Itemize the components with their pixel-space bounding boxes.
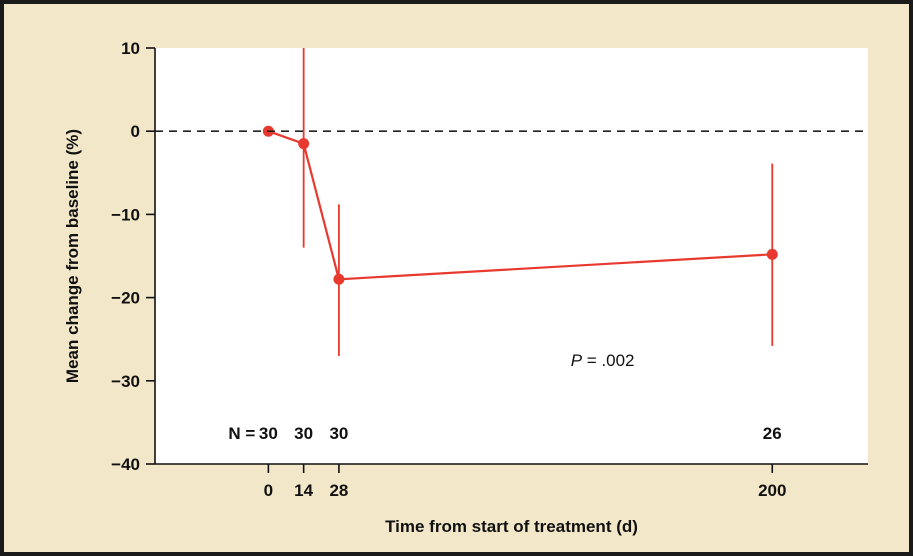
y-tick-label: −20 (111, 289, 140, 308)
data-points (262, 125, 778, 285)
x-axis-title: Time from start of treatment (d) (385, 517, 638, 536)
x-tick-label: 14 (294, 481, 313, 500)
p-rest: = .002 (582, 351, 634, 370)
n-value: 30 (259, 424, 278, 443)
y-tick-label: −30 (111, 372, 140, 391)
p-value-annotation: P = .002 (571, 351, 635, 370)
y-tick-label: 0 (131, 122, 140, 141)
y-tick-label: −10 (111, 205, 140, 224)
series-polyline (268, 130, 773, 281)
data-point (298, 138, 310, 150)
n-value: 30 (329, 424, 348, 443)
x-tick-label: 28 (329, 481, 348, 500)
y-axis-title: Mean change from baseline (%) (63, 129, 82, 383)
n-row: N = 30 30 30 26 (228, 424, 781, 443)
x-tick-label: 0 (264, 481, 273, 500)
n-value: 30 (294, 424, 313, 443)
y-tick-label: 10 (121, 39, 140, 58)
data-point (333, 273, 345, 285)
x-ticks: 0 14 28 200 (264, 464, 786, 500)
n-value: 26 (763, 424, 782, 443)
x-tick-label: 200 (758, 481, 786, 500)
data-point (766, 248, 778, 260)
n-label: N = (228, 424, 255, 443)
axes (154, 48, 868, 465)
y-ticks: 10 0 −10 −20 −30 −40 (111, 39, 155, 474)
series-line (268, 130, 773, 281)
y-tick-label: −40 (111, 455, 140, 474)
p-italic: P (571, 351, 583, 370)
